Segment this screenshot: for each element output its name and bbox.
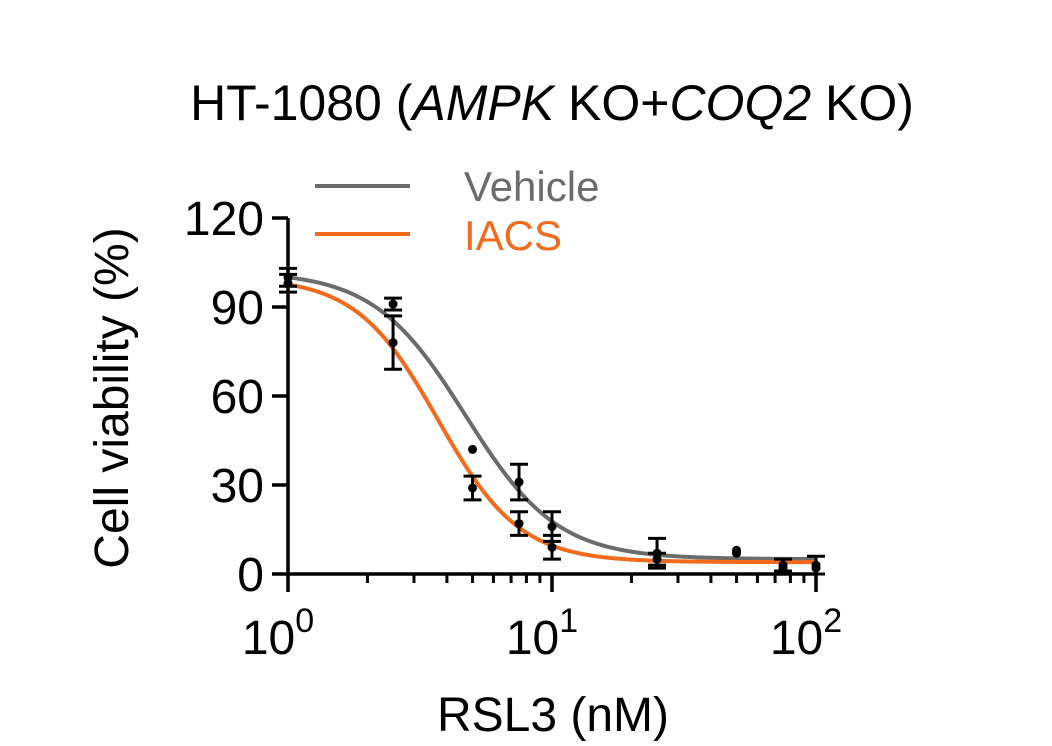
y-tick-label: 90	[211, 282, 264, 335]
y-ticks: 0 30 60 90 120	[184, 193, 288, 602]
x-tick-base: 10	[506, 612, 559, 665]
chart-title-prefix: HT-1080 (	[190, 75, 413, 131]
y-axis-label: Cell viability (%)	[86, 227, 139, 568]
x-tick-exponent: 1	[559, 602, 578, 640]
x-tick-label: 100	[242, 602, 314, 665]
data-points	[283, 272, 821, 573]
data-point-iacs	[468, 483, 478, 493]
y-tick-label: 0	[237, 549, 264, 602]
y-tick-label: 120	[184, 193, 264, 246]
data-point-iacs	[547, 542, 557, 552]
x-tick-label: 101	[506, 602, 578, 665]
x-tick-base: 10	[770, 612, 823, 665]
data-point-vehicle	[468, 444, 478, 454]
x-tick-label: 102	[770, 602, 842, 665]
x-tick-base: 10	[242, 612, 295, 665]
chart-title-suffix: KO)	[811, 75, 914, 131]
data-point-iacs	[778, 563, 788, 573]
x-tick-exponent: 0	[295, 602, 314, 640]
y-tick-label: 30	[211, 460, 264, 513]
data-point-iacs	[283, 278, 293, 288]
x-tick-exponent: 2	[823, 602, 842, 640]
chart-title-gene2: COQ2	[669, 75, 811, 131]
data-point-iacs	[388, 338, 398, 348]
x-axis-label: RSL3 (nM)	[437, 689, 669, 742]
y-tick-label: 60	[211, 371, 264, 424]
legend-label-vehicle: Vehicle	[464, 163, 599, 210]
data-point-iacs	[652, 554, 662, 564]
data-point-vehicle	[388, 299, 398, 309]
legend-label-iacs: IACS	[464, 212, 562, 259]
chart-title: HT-1080 (AMPK KO+COQ2 KO)	[190, 75, 914, 131]
x-ticks: 100 101 102	[242, 574, 842, 665]
data-point-vehicle	[547, 522, 557, 532]
chart-title-gene1: AMPK	[409, 75, 556, 131]
chart-title-mid: KO+	[554, 75, 669, 131]
legend: Vehicle IACS	[315, 163, 599, 259]
data-point-iacs	[732, 548, 742, 558]
data-point-iacs	[514, 519, 524, 529]
data-point-iacs	[811, 563, 821, 573]
data-point-vehicle	[514, 477, 524, 487]
